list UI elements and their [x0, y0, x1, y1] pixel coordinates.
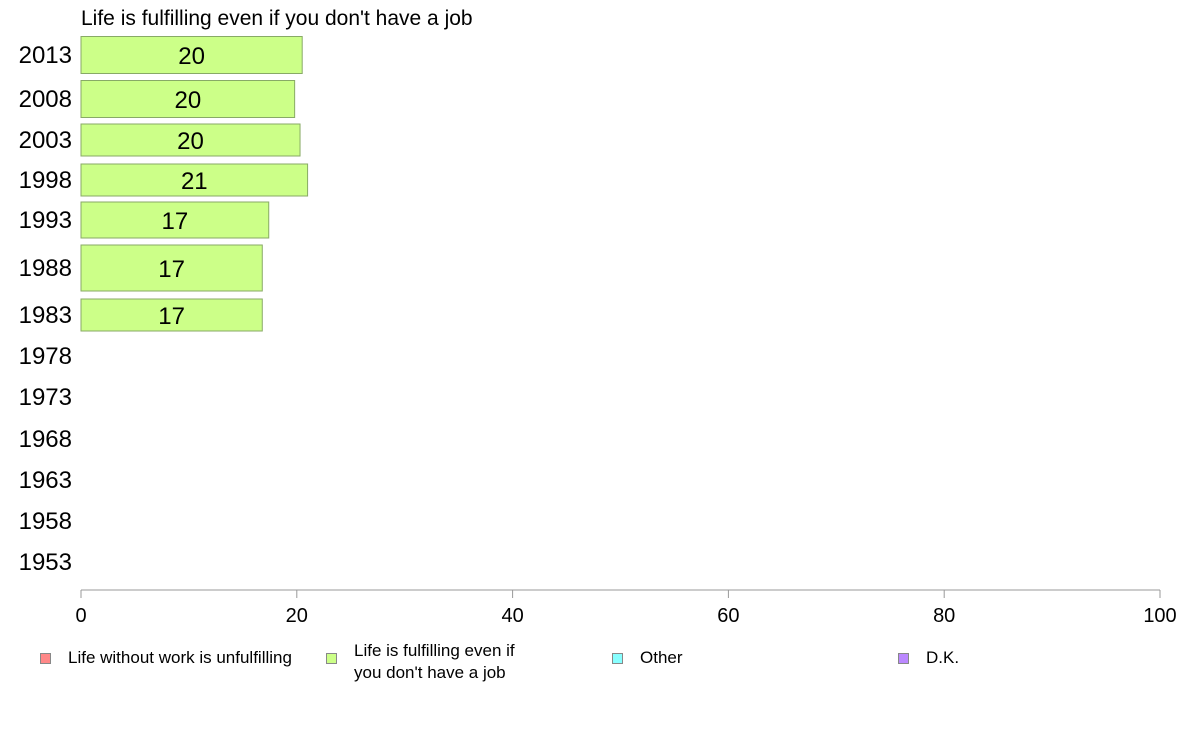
x-tick-label-0: 0 [75, 605, 86, 627]
y-tick-label-1958: 1958 [19, 508, 72, 535]
y-tick-label-2013: 2013 [19, 42, 72, 69]
legend-swatch-fulfilling [326, 653, 337, 664]
y-tick-label-1953: 1953 [19, 549, 72, 576]
data-label-1988: 17 [158, 256, 185, 283]
legend-label-dk: D.K. [926, 648, 960, 667]
bar-1998 [80, 163, 309, 197]
y-tick-label-1993: 1993 [19, 207, 72, 234]
y-tick-label-1978: 1978 [19, 343, 72, 370]
y-tick-label-2008: 2008 [19, 86, 72, 113]
legend-item-dk: D.K. [898, 640, 959, 669]
chart-title: Life is fulfilling even if you don't hav… [81, 7, 473, 30]
legend-item-other: Other [612, 640, 683, 669]
data-label-1993: 17 [162, 208, 189, 235]
legend-swatch-unfulfilling [40, 653, 51, 664]
y-tick-label-1998: 1998 [19, 167, 72, 194]
x-tick-label-60: 60 [717, 605, 739, 627]
data-label-2003: 20 [177, 128, 204, 155]
legend: Life without work is unfulfilling Life i… [0, 640, 1188, 690]
x-tick-label-20: 20 [286, 605, 308, 627]
bar-chart: Life is fulfilling even if you don't hav… [19, 7, 1177, 627]
legend-swatch-dk [898, 653, 909, 664]
y-tick-label-1963: 1963 [19, 467, 72, 494]
bars-group: 20 20 20 21 17 17 17 [80, 36, 309, 332]
bar-2013 [80, 36, 303, 74]
data-label-1983: 17 [158, 303, 185, 330]
data-label-2013: 20 [178, 43, 205, 70]
bar-1988 [80, 244, 263, 292]
bar-1983 [80, 298, 263, 332]
legend-label-unfulfilling: Life without work is unfulfilling [68, 648, 292, 667]
bar-1993 [80, 201, 270, 239]
y-tick-label-2003: 2003 [19, 127, 72, 154]
x-axis: 0 20 40 60 80 100 [75, 589, 1177, 627]
x-tick-label-100: 100 [1143, 605, 1176, 627]
x-tick-label-40: 40 [501, 605, 523, 627]
x-tick-label-80: 80 [933, 605, 955, 627]
y-tick-label-1968: 1968 [19, 426, 72, 453]
y-tick-label-1988: 1988 [19, 255, 72, 282]
y-tick-label-1973: 1973 [19, 384, 72, 411]
legend-item-unfulfilling: Life without work is unfulfilling [40, 640, 292, 669]
bar-2003 [80, 123, 301, 157]
legend-item-fulfilling: Life is fulfilling even if you don't hav… [326, 640, 515, 684]
y-tick-label-1983: 1983 [19, 302, 72, 329]
data-label-1998: 21 [181, 168, 208, 195]
legend-label-other: Other [640, 648, 683, 667]
legend-label-fulfilling: Life is fulfilling even if you don't hav… [354, 641, 515, 682]
legend-swatch-other [612, 653, 623, 664]
data-label-2008: 20 [174, 87, 201, 114]
y-axis-labels: 2013 2008 2003 1998 1993 1988 1983 1978 1973 1968… [19, 42, 72, 576]
bar-2008 [80, 80, 296, 118]
